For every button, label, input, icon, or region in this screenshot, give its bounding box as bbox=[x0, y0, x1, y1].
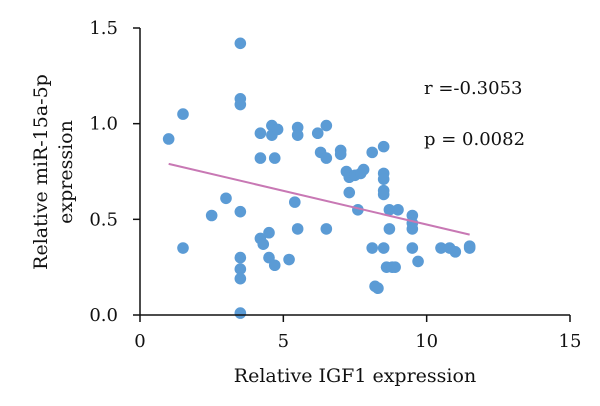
correlation-r-annotation: r =-0.3053 bbox=[424, 78, 522, 99]
x-tick-label: 15 bbox=[559, 331, 582, 352]
scatter-point bbox=[320, 152, 333, 164]
scatter-point bbox=[257, 238, 270, 251]
trend-line bbox=[168, 162, 470, 236]
p-value-annotation: p = 0.0082 bbox=[424, 129, 525, 150]
scatter-point bbox=[406, 242, 419, 254]
y-axis-title-line1: Relative miR-15a-5p bbox=[30, 74, 52, 270]
data-points bbox=[162, 37, 476, 319]
scatter-point bbox=[357, 163, 370, 176]
scatter-point bbox=[234, 205, 247, 218]
x-tick-label: 5 bbox=[278, 331, 289, 352]
scatter-point bbox=[177, 108, 189, 120]
scatter-point bbox=[377, 242, 390, 254]
scatter-point bbox=[220, 192, 232, 205]
scatter-point bbox=[406, 223, 419, 235]
scatter-point bbox=[234, 307, 247, 319]
scatter-point bbox=[234, 98, 247, 111]
scatter-point bbox=[268, 152, 281, 164]
x-tick-label: 0 bbox=[134, 331, 145, 352]
scatter-point bbox=[383, 223, 396, 235]
y-tick-label: 1.5 bbox=[89, 18, 118, 39]
scatter-point bbox=[377, 173, 390, 185]
scatter-point bbox=[177, 242, 189, 254]
y-tick-label: 0.0 bbox=[89, 305, 118, 326]
scatter-point bbox=[412, 255, 424, 268]
scatter-point bbox=[268, 259, 281, 272]
scatter-point bbox=[234, 263, 247, 275]
y-tick-label: 0.5 bbox=[89, 209, 118, 230]
scatter-point bbox=[383, 203, 396, 216]
x-axis-title: Relative IGF1 expression bbox=[234, 365, 476, 387]
scatter-point bbox=[463, 240, 476, 252]
scatter-point bbox=[283, 253, 295, 266]
scatter-point bbox=[291, 223, 304, 235]
scatter-point bbox=[263, 226, 275, 239]
scatter-point bbox=[320, 119, 333, 132]
scatter-point bbox=[334, 148, 347, 161]
scatter-point bbox=[389, 261, 401, 273]
scatter-point bbox=[234, 272, 247, 285]
scatter-point bbox=[254, 152, 267, 164]
scatter-point bbox=[366, 242, 379, 254]
scatter-point bbox=[435, 242, 447, 254]
scatter-point bbox=[320, 223, 333, 235]
scatter-point bbox=[377, 140, 390, 153]
scatter-point bbox=[449, 246, 462, 258]
scatter-point bbox=[377, 188, 390, 201]
scatter-point bbox=[392, 203, 404, 216]
scatter-point bbox=[372, 282, 384, 295]
scatter-point bbox=[343, 186, 356, 199]
x-tick-label: 10 bbox=[415, 331, 438, 352]
scatter-point bbox=[254, 127, 267, 140]
scatter-point bbox=[234, 37, 247, 50]
scatter-point bbox=[291, 129, 304, 141]
scatter-point bbox=[311, 127, 324, 140]
y-axis-title-line2: expression bbox=[55, 120, 77, 224]
y-tick-label: 1.0 bbox=[89, 114, 118, 135]
scatter-point bbox=[366, 146, 379, 159]
scatter-point bbox=[271, 123, 284, 136]
scatter-point bbox=[162, 133, 175, 145]
scatter-point bbox=[234, 251, 247, 264]
scatter-point bbox=[289, 196, 301, 208]
scatter-point bbox=[205, 209, 218, 222]
axis-ticks: 0 5 10 15 0.0 0.5 1.0 1.5 bbox=[89, 18, 581, 352]
